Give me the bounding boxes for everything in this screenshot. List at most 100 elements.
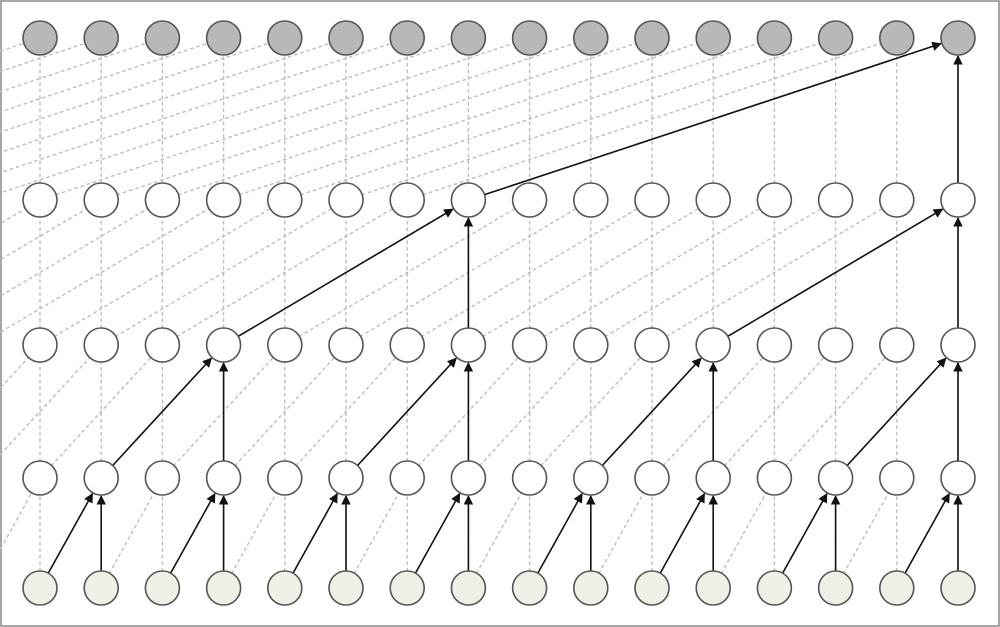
node-r0-c15	[941, 21, 975, 55]
node-r0-c6	[390, 21, 424, 55]
edge-dotted	[232, 493, 277, 573]
node-r4-c11	[696, 571, 730, 605]
node-r2-c6	[390, 328, 424, 362]
node-r2-c7	[451, 328, 485, 362]
edge-dotted	[0, 43, 85, 200]
node-r4-c4	[268, 571, 302, 605]
node-r3-c10	[635, 461, 669, 495]
node-r0-c5	[329, 21, 363, 55]
node-r2-c9	[574, 328, 608, 362]
edge-solid	[415, 494, 459, 573]
node-r2-c15	[941, 328, 975, 362]
node-r0-c3	[207, 21, 241, 55]
edge-solid	[293, 494, 337, 573]
edge-dotted	[477, 493, 522, 573]
node-r2-c8	[513, 328, 547, 362]
node-r3-c1	[84, 461, 118, 495]
edge-dotted	[0, 358, 28, 478]
node-r1-c9	[574, 183, 608, 217]
edge-solid	[48, 494, 92, 573]
node-r4-c9	[574, 571, 608, 605]
node-r3-c0	[23, 461, 57, 495]
node-r0-c13	[819, 21, 853, 55]
node-r1-c10	[635, 183, 669, 217]
edge-dotted	[0, 43, 452, 200]
edge-dotted	[109, 493, 154, 573]
edge-solid	[538, 494, 582, 573]
node-r4-c15	[941, 571, 975, 605]
node-r3-c7	[451, 461, 485, 495]
edge-dotted	[354, 493, 399, 573]
edge-solid	[783, 494, 827, 573]
edge-dotted	[599, 493, 644, 573]
node-r1-c3	[207, 183, 241, 217]
node-r1-c5	[329, 183, 363, 217]
edge-solid	[660, 494, 704, 573]
node-r0-c8	[513, 21, 547, 55]
node-r2-c10	[635, 328, 669, 362]
dilated-causal-conv-diagram	[0, 0, 1000, 627]
node-r3-c11	[696, 461, 730, 495]
node-r2-c14	[880, 328, 914, 362]
node-r2-c12	[757, 328, 791, 362]
node-r4-c3	[207, 571, 241, 605]
node-r0-c10	[635, 21, 669, 55]
node-r1-c4	[268, 183, 302, 217]
node-r3-c4	[268, 461, 302, 495]
node-r3-c13	[819, 461, 853, 495]
edges-dotted	[0, 43, 958, 588]
node-r0-c12	[757, 21, 791, 55]
edge-dotted	[0, 358, 90, 478]
node-r0-c4	[268, 21, 302, 55]
edge-solid	[171, 494, 215, 573]
node-r1-c2	[145, 183, 179, 217]
node-r0-c9	[574, 21, 608, 55]
node-r2-c2	[145, 328, 179, 362]
node-r2-c13	[819, 328, 853, 362]
edges-solid	[48, 44, 958, 573]
node-r3-c8	[513, 461, 547, 495]
node-r3-c14	[880, 461, 914, 495]
node-r0-c11	[696, 21, 730, 55]
node-r0-c2	[145, 21, 179, 55]
node-r2-c1	[84, 328, 118, 362]
node-r3-c6	[390, 461, 424, 495]
node-r1-c11	[696, 183, 730, 217]
node-r4-c6	[390, 571, 424, 605]
node-r4-c2	[145, 571, 179, 605]
node-r3-c9	[574, 461, 608, 495]
edge-dotted	[0, 493, 32, 588]
node-r1-c7	[451, 183, 485, 217]
node-r1-c15	[941, 183, 975, 217]
node-r2-c0	[23, 328, 57, 362]
node-r1-c0	[23, 183, 57, 217]
node-r4-c10	[635, 571, 669, 605]
node-r3-c2	[145, 461, 179, 495]
node-r4-c7	[451, 571, 485, 605]
node-r1-c6	[390, 183, 424, 217]
node-r3-c5	[329, 461, 363, 495]
edge-dotted	[844, 493, 889, 573]
node-r4-c12	[757, 571, 791, 605]
node-r1-c1	[84, 183, 118, 217]
node-r2-c4	[268, 328, 302, 362]
node-r4-c1	[84, 571, 118, 605]
node-r4-c14	[880, 571, 914, 605]
node-r3-c15	[941, 461, 975, 495]
node-r0-c14	[880, 21, 914, 55]
edge-dotted	[721, 493, 766, 573]
edge-dotted	[0, 43, 146, 200]
node-r1-c12	[757, 183, 791, 217]
node-r4-c5	[329, 571, 363, 605]
node-r0-c0	[23, 21, 57, 55]
node-r2-c11	[696, 328, 730, 362]
node-r4-c8	[513, 571, 547, 605]
node-r2-c3	[207, 328, 241, 362]
node-r0-c1	[84, 21, 118, 55]
edge-dotted	[0, 43, 391, 200]
node-r1-c13	[819, 183, 853, 217]
node-r3-c3	[207, 461, 241, 495]
node-r4-c0	[23, 571, 57, 605]
node-r1-c8	[513, 183, 547, 217]
edge-solid	[905, 494, 949, 573]
